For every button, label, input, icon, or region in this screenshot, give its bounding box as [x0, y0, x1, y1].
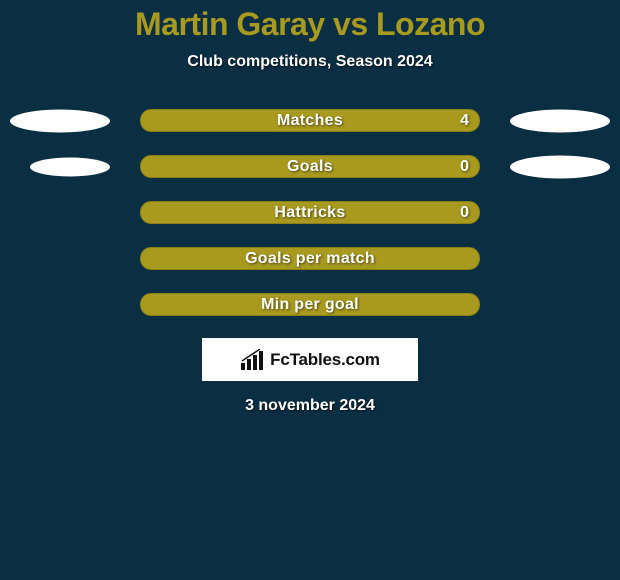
- left-value-ellipse: [10, 109, 110, 132]
- vs-text: vs: [333, 6, 368, 42]
- right-value-ellipse: [510, 155, 610, 178]
- stat-label: Min per goal: [261, 296, 359, 314]
- stat-bar: Min per goal: [140, 293, 480, 316]
- stat-value-right: 4: [460, 112, 469, 130]
- right-value-ellipse: [510, 109, 610, 132]
- date-text: 3 november 2024: [0, 397, 620, 415]
- subtitle: Club competitions, Season 2024: [0, 53, 620, 71]
- page-title: Martin Garay vs Lozano: [0, 6, 620, 43]
- stat-row-hattricks: Hattricks 0: [0, 201, 620, 224]
- stat-label: Hattricks: [274, 204, 345, 222]
- stat-bar: Goals per match: [140, 247, 480, 270]
- stat-row-goals: Goals 0: [0, 155, 620, 178]
- stat-row-matches: Matches 4: [0, 109, 620, 132]
- stat-bar: Goals 0: [140, 155, 480, 178]
- player1-name: Martin Garay: [135, 6, 325, 42]
- left-value-ellipse: [30, 157, 110, 176]
- stat-row-goals-per-match: Goals per match: [0, 247, 620, 270]
- stat-bar: Hattricks 0: [140, 201, 480, 224]
- logo-text: FcTables.com: [270, 350, 380, 370]
- stat-label: Goals per match: [245, 250, 375, 268]
- stat-value-right: 0: [460, 158, 469, 176]
- stat-rows: Matches 4 Goals 0 Hattricks 0 Goals per …: [0, 109, 620, 316]
- stat-label: Goals: [287, 158, 333, 176]
- stat-bar: Matches 4: [140, 109, 480, 132]
- stat-row-min-per-goal: Min per goal: [0, 293, 620, 316]
- bars-icon: [240, 349, 266, 371]
- source-logo: FcTables.com: [202, 338, 418, 381]
- stat-value-right: 0: [460, 204, 469, 222]
- stat-label: Matches: [277, 112, 343, 130]
- player2-name: Lozano: [376, 6, 485, 42]
- comparison-card: Martin Garay vs Lozano Club competitions…: [0, 0, 620, 580]
